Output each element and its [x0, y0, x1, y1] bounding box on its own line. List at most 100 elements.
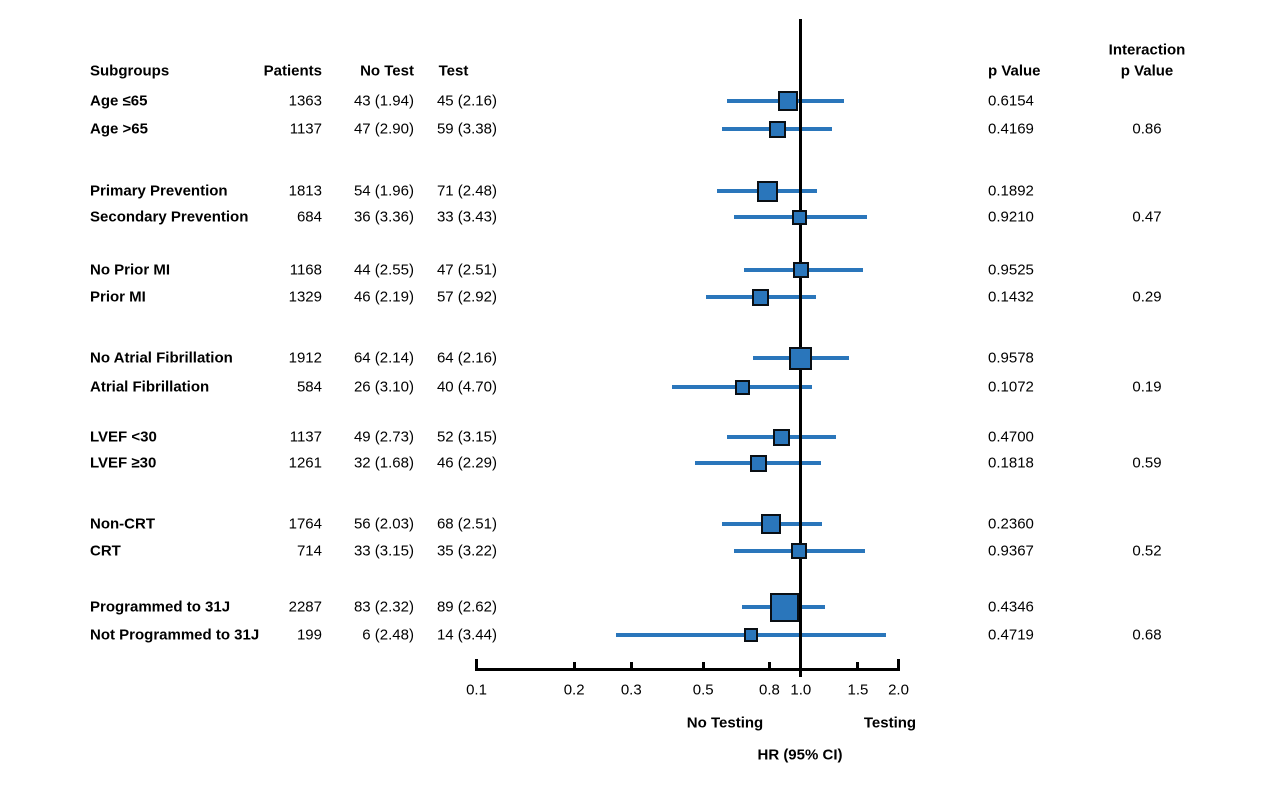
patients-value: 1764	[288, 515, 322, 533]
x-axis-tick-label: 2.0	[888, 681, 909, 699]
no-test-value: 46 (2.19)	[353, 288, 414, 306]
hr-marker	[777, 91, 798, 111]
no-test-value: 26 (3.10)	[353, 378, 414, 396]
x-axis-tick-label: 1.5	[847, 681, 869, 699]
hr-marker	[772, 428, 790, 446]
x-axis-tick	[475, 659, 478, 668]
no-test-value: 54 (1.96)	[353, 182, 414, 200]
test-value: 47 (2.51)	[436, 261, 497, 279]
p-value: 0.9525	[988, 261, 1034, 279]
test-value: 59 (3.38)	[436, 120, 497, 138]
hr-marker	[769, 120, 787, 138]
x-axis-tick-label: 1.0	[790, 681, 812, 699]
no-test-value: 36 (3.36)	[353, 208, 414, 226]
hr-marker	[789, 346, 813, 370]
patients-value: 1912	[288, 349, 322, 367]
hr-marker	[751, 288, 769, 306]
x-axis-tick	[767, 662, 771, 668]
patients-value: 1137	[289, 428, 322, 446]
axis-right-direction-label: Testing	[863, 714, 917, 732]
x-axis-line	[475, 668, 900, 671]
bottom-frame-line	[0, 784, 1280, 787]
test-value: 33 (3.43)	[436, 208, 497, 226]
interaction-p-value: 0.86	[1132, 120, 1162, 138]
hr-marker	[734, 379, 750, 395]
p-value: 0.1072	[988, 378, 1034, 396]
p-value: 0.9578	[988, 349, 1034, 367]
x-axis-tick-label: 0.2	[563, 681, 585, 699]
x-axis-tick-label: 0.5	[692, 681, 714, 699]
patients-value: 199	[296, 626, 322, 644]
no-test-value: 32 (1.68)	[353, 454, 414, 472]
p-value: 0.4719	[988, 626, 1034, 644]
hr-marker	[791, 209, 807, 225]
interaction-p-value: 0.29	[1132, 288, 1162, 306]
subgroup-label: LVEF ≥30	[90, 454, 157, 472]
axis-left-direction-label: No Testing	[686, 714, 764, 732]
column-header-p-value: p Value	[988, 62, 1041, 80]
x-axis-tick	[629, 662, 633, 668]
p-value: 0.1432	[988, 288, 1034, 306]
subgroup-label: Atrial Fibrillation	[90, 378, 210, 396]
patients-value: 1137	[289, 120, 322, 138]
x-axis-tick-label: 0.1	[466, 681, 487, 699]
column-header-subgroups: Subgroups	[90, 62, 170, 80]
subgroup-label: LVEF <30	[90, 428, 157, 446]
x-axis-tick	[572, 662, 576, 668]
patients-value: 584	[296, 378, 322, 396]
top-frame-line	[0, 1, 1280, 4]
test-value: 45 (2.16)	[436, 92, 497, 110]
test-value: 35 (3.22)	[436, 542, 497, 560]
column-header-interaction: Interaction	[1108, 41, 1186, 59]
subgroup-label: Non-CRT	[90, 515, 155, 533]
x-axis-tick	[701, 662, 705, 668]
no-test-value: 33 (3.15)	[353, 542, 414, 560]
interaction-p-value: 0.19	[1132, 378, 1162, 396]
patients-value: 1329	[288, 288, 322, 306]
x-axis-tick-label: 0.3	[620, 681, 642, 699]
hr-marker	[743, 628, 758, 642]
column-header-interaction-p: p Value	[1120, 62, 1174, 80]
x-axis-tick-label: 0.8	[758, 681, 780, 699]
test-value: 14 (3.44)	[436, 626, 497, 644]
p-value: 0.6154	[988, 92, 1034, 110]
p-value: 0.4700	[988, 428, 1034, 446]
test-value: 57 (2.92)	[436, 288, 497, 306]
hr-marker	[791, 543, 808, 559]
test-value: 46 (2.29)	[436, 454, 497, 472]
test-value: 52 (3.15)	[436, 428, 497, 446]
patients-value: 1363	[288, 92, 322, 110]
subgroup-label: Age ≤65	[90, 92, 148, 110]
p-value: 0.9210	[988, 208, 1034, 226]
test-value: 71 (2.48)	[436, 182, 497, 200]
patients-value: 714	[296, 542, 322, 560]
patients-value: 1813	[288, 182, 322, 200]
subgroup-label: Age >65	[90, 120, 148, 138]
interaction-p-value: 0.47	[1132, 208, 1162, 226]
subgroup-label: Secondary Prevention	[90, 208, 249, 226]
patients-value: 2287	[288, 598, 322, 616]
patients-value: 684	[296, 208, 322, 226]
hr-marker	[792, 262, 809, 278]
no-test-value: 83 (2.32)	[353, 598, 414, 616]
patients-value: 1168	[289, 261, 322, 279]
no-test-value: 56 (2.03)	[353, 515, 414, 533]
subgroup-label: CRT	[90, 542, 121, 560]
test-value: 40 (4.70)	[436, 378, 497, 396]
interaction-p-value: 0.68	[1132, 626, 1162, 644]
hr-marker	[761, 514, 782, 534]
p-value: 0.1818	[988, 454, 1034, 472]
column-header-no-test: No Test	[360, 62, 414, 80]
test-value: 68 (2.51)	[436, 515, 497, 533]
subgroup-label: No Atrial Fibrillation	[90, 349, 233, 367]
subgroup-label: Programmed to 31J	[90, 598, 231, 616]
no-test-value: 44 (2.55)	[353, 261, 414, 279]
no-test-value: 64 (2.14)	[353, 349, 414, 367]
subgroup-label: Prior MI	[90, 288, 146, 306]
p-value: 0.1892	[988, 182, 1034, 200]
x-axis-tick	[799, 662, 803, 668]
p-value: 0.9367	[988, 542, 1034, 560]
p-value: 0.4346	[988, 598, 1034, 616]
test-value: 64 (2.16)	[436, 349, 497, 367]
